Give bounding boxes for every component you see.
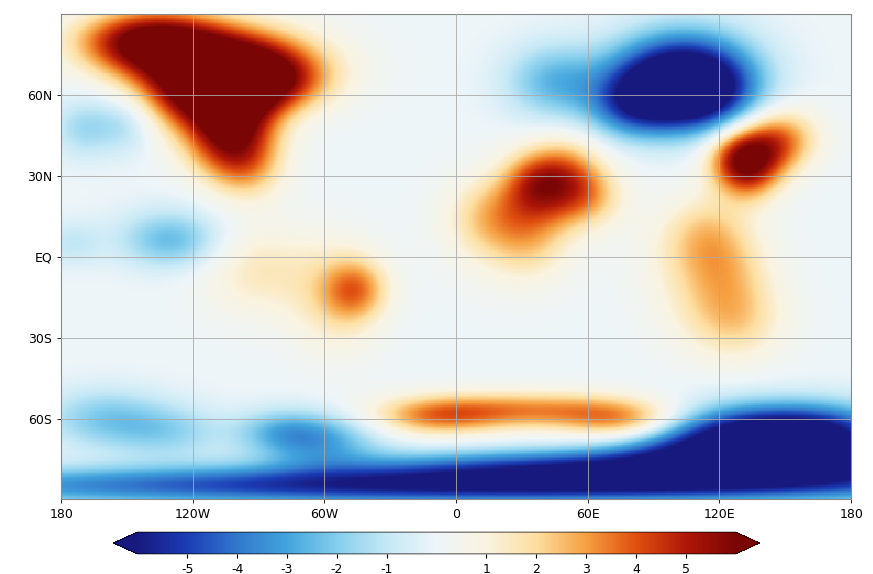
PathPatch shape [113,532,137,554]
PathPatch shape [736,532,760,554]
